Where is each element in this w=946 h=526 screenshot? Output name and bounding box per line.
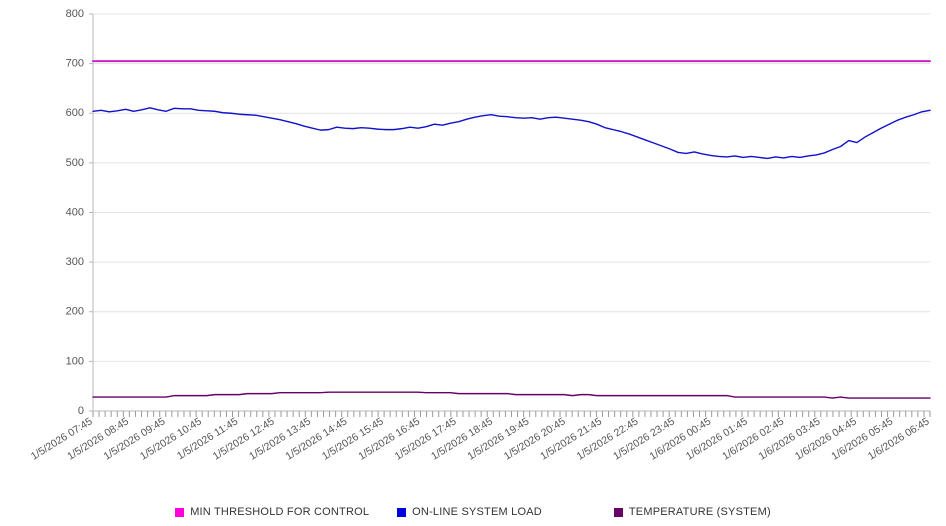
- legend-item[interactable]: TEMPERATURE (SYSTEM): [613, 506, 771, 518]
- x-tick-label: 1/5/2026 08:45: [65, 415, 131, 462]
- legend-item[interactable]: MIN THRESHOLD FOR CONTROL: [175, 506, 369, 518]
- x-tick-label: 1/5/2026 15:45: [320, 415, 386, 462]
- x-tick-label: 1/5/2026 12:45: [211, 415, 277, 462]
- y-tick-label: 300: [66, 256, 84, 268]
- x-tick-label: 1/5/2026 22:45: [575, 415, 641, 462]
- x-tick-label: 1/5/2026 10:45: [138, 415, 204, 462]
- x-tick-label: 1/5/2026 18:45: [429, 415, 495, 462]
- y-tick-label: 600: [66, 107, 84, 119]
- x-tick-label: 1/5/2026 07:45: [29, 415, 95, 462]
- legend-swatch-icon: [397, 507, 407, 517]
- series-line: [92, 391, 931, 399]
- y-tick-label: 200: [66, 306, 84, 318]
- x-tick-label: 1/6/2026 03:45: [757, 415, 823, 462]
- x-tick-label: 1/5/2026 14:45: [284, 415, 350, 462]
- legend-label: TEMPERATURE (SYSTEM): [628, 506, 771, 518]
- legend-swatch-icon: [613, 507, 623, 517]
- y-tick-label: 0: [78, 405, 84, 417]
- x-tick-label: 1/6/2026 01:45: [684, 415, 750, 462]
- legend-label: ON-LINE SYSTEM LOAD: [412, 506, 542, 518]
- x-tick-label: 1/5/2026 23:45: [611, 415, 677, 462]
- legend-item[interactable]: ON-LINE SYSTEM LOAD: [397, 506, 542, 518]
- y-tick-label: 800: [66, 8, 84, 20]
- x-tick-label: 1/5/2026 20:45: [502, 415, 568, 462]
- legend-label: MIN THRESHOLD FOR CONTROL: [190, 506, 370, 518]
- y-axis: 0 100 200 300 400 500 600 700 800: [66, 8, 94, 417]
- chart-legend: MIN THRESHOLD FOR CONTROL ON-LINE SYSTEM …: [0, 506, 946, 518]
- x-tick-label: 1/5/2026 19:45: [465, 415, 531, 462]
- x-tick-label: 1/5/2026 17:45: [393, 415, 459, 462]
- x-tick-label: 1/6/2026 05:45: [829, 415, 895, 462]
- x-tick-label: 1/5/2026 16:45: [356, 415, 422, 462]
- x-tick-label: 1/6/2026 02:45: [720, 415, 786, 462]
- x-tick-label: 1/6/2026 00:45: [647, 415, 713, 462]
- series-layer: [92, 60, 931, 399]
- x-tick-label: 1/5/2026 13:45: [247, 415, 313, 462]
- series-line: [92, 107, 931, 160]
- x-tick-label: 1/6/2026 06:45: [866, 415, 932, 462]
- y-tick-label: 400: [66, 206, 84, 218]
- gridlines: [93, 13, 930, 412]
- y-tick-label: 100: [66, 355, 84, 367]
- x-tick-label: 1/6/2026 04:45: [793, 415, 859, 462]
- legend-swatch-icon: [175, 507, 185, 517]
- x-tick-label: 1/5/2026 21:45: [538, 415, 604, 462]
- x-axis: 1/5/2026 07:451/5/2026 08:451/5/2026 09:…: [29, 410, 932, 463]
- y-tick-label: 500: [66, 157, 84, 169]
- y-tick-label: 700: [66, 58, 84, 70]
- x-tick-label: 1/5/2026 09:45: [102, 415, 168, 462]
